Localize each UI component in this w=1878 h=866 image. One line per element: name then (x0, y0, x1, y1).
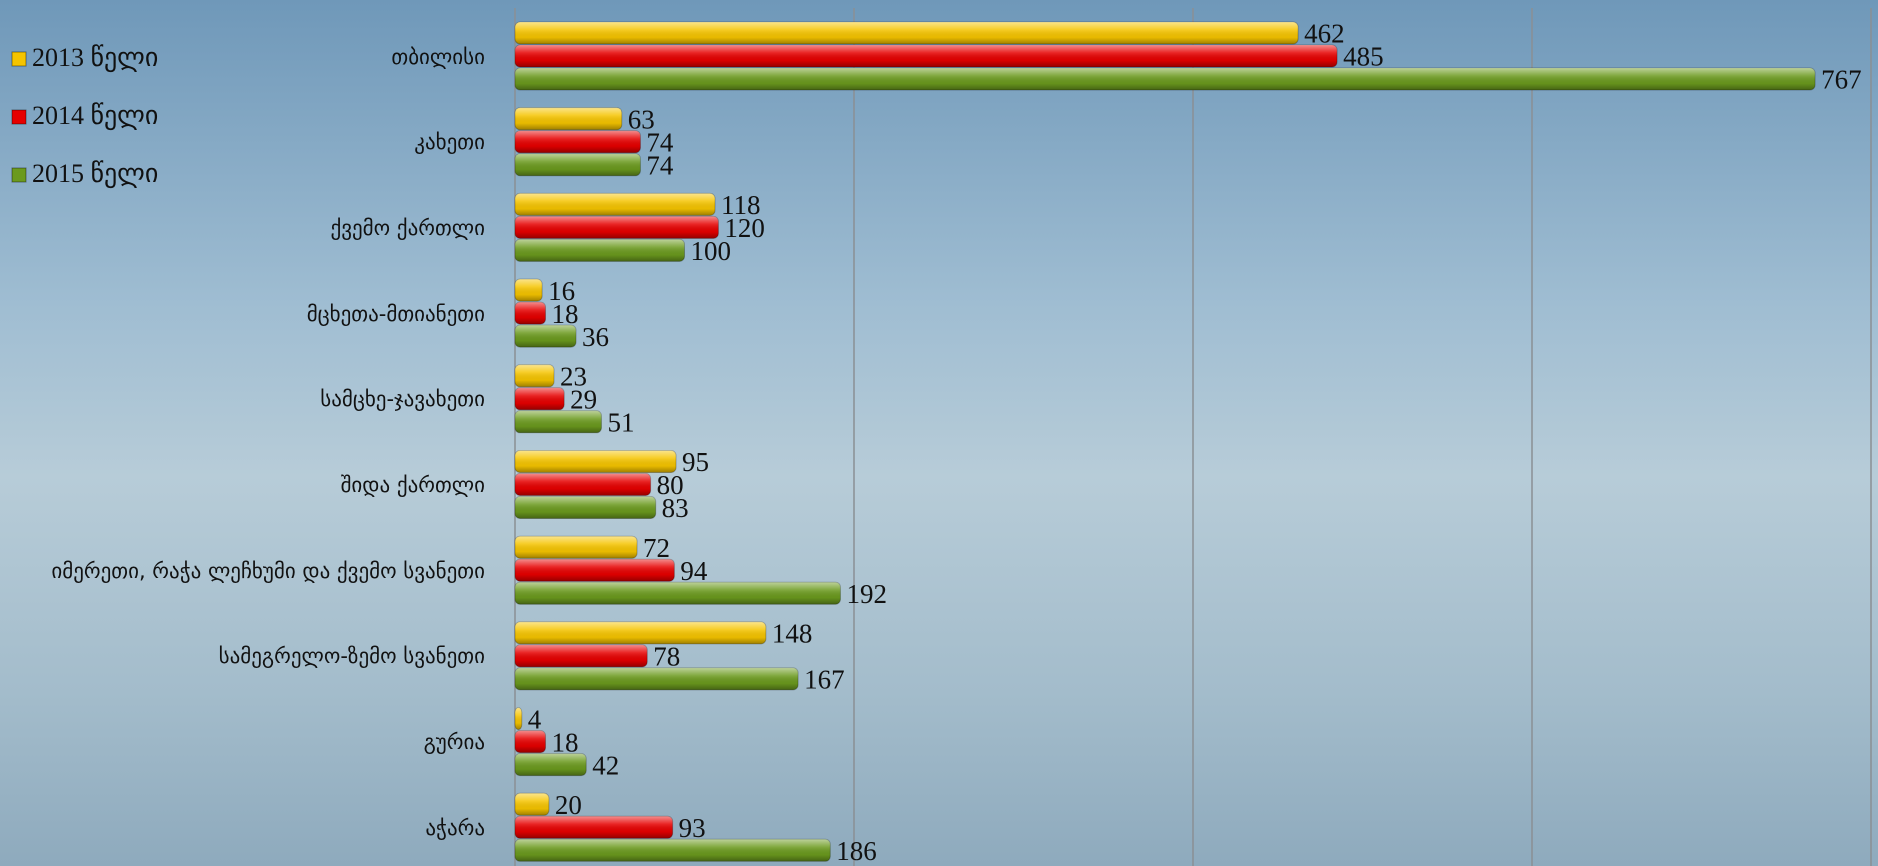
value-label: 167 (804, 665, 845, 695)
bar-shine (515, 279, 543, 302)
category-label: თბილისი (391, 44, 485, 69)
value-label: 120 (724, 213, 765, 243)
category-label: აჭარა (425, 815, 485, 840)
bar-shine (515, 839, 831, 862)
bar-shine (515, 473, 651, 496)
bar-shine (515, 193, 716, 216)
value-label: 63 (628, 104, 655, 134)
value-label: 72 (643, 533, 670, 563)
value-label: 192 (846, 579, 887, 609)
value-label: 94 (680, 556, 708, 586)
legend-label: 2014 წელი (32, 101, 158, 131)
category-label: გურია (423, 730, 485, 755)
value-label: 18 (552, 727, 579, 757)
bar-shine (515, 325, 577, 348)
legend-swatch (11, 109, 27, 125)
value-label: 148 (772, 619, 813, 649)
bar-shine (515, 302, 546, 325)
bar-shine (515, 559, 675, 582)
bar-shine (515, 644, 648, 667)
value-label: 74 (646, 127, 674, 157)
value-label: 4 (528, 704, 542, 734)
legend-swatch (11, 167, 27, 183)
value-label: 16 (548, 276, 575, 306)
bar-shine (515, 582, 841, 605)
bar-shine (515, 450, 677, 473)
value-label: 462 (1304, 19, 1345, 49)
value-label: 767 (1821, 65, 1862, 95)
bar-shine (515, 816, 673, 839)
bar-shine (515, 387, 565, 410)
bar-shine (515, 730, 546, 753)
value-label: 485 (1343, 42, 1384, 72)
bar-shine (515, 130, 641, 153)
bar-shine (515, 239, 685, 262)
bar-shine (515, 410, 602, 433)
category-label: სამეგრელო-ზემო სვანეთი (218, 644, 485, 669)
value-label: 74 (646, 150, 674, 180)
value-label: 100 (691, 236, 732, 266)
bar-shine (515, 153, 641, 176)
value-label: 18 (552, 299, 579, 329)
value-label: 95 (682, 447, 709, 477)
value-label: 51 (607, 408, 634, 438)
bar-shine (515, 45, 1338, 67)
category-label: იმერეთი, რაჭა ლეჩხუმი და ქვემო სვანეთი (51, 558, 485, 583)
bar-shine (515, 667, 799, 690)
bar-shine (515, 707, 522, 730)
value-label: 20 (555, 790, 582, 820)
bar-shine (515, 793, 549, 816)
value-label: 93 (679, 813, 706, 843)
value-label: 23 (560, 362, 587, 392)
value-label: 42 (592, 750, 619, 780)
bar-shine (515, 107, 622, 130)
category-label: სამცხე-ჯავახეთი (320, 387, 485, 412)
value-label: 118 (721, 190, 761, 220)
bar-shine (515, 496, 656, 519)
value-label: 36 (582, 322, 609, 352)
category-label: მცხეთა-მთიანეთი (306, 301, 485, 326)
category-label: შიდა ქართლი (340, 473, 485, 497)
legend-swatch (11, 51, 27, 67)
legend-label: 2013 წელი (32, 43, 158, 73)
bar-shine (515, 68, 1816, 90)
value-label: 80 (657, 470, 684, 500)
bar-shine (515, 536, 638, 559)
bar-shine (515, 753, 587, 776)
legend-label: 2015 წელი (32, 159, 158, 189)
value-label: 78 (653, 642, 680, 672)
value-label: 186 (836, 836, 877, 866)
value-label: 83 (662, 493, 689, 523)
category-label: კახეთი (414, 130, 485, 155)
category-label: ქვემო ქართლი (330, 215, 485, 240)
bar-shine (515, 216, 719, 239)
bar-shine (515, 22, 1299, 44)
value-label: 29 (570, 385, 597, 415)
bar-shine (515, 621, 766, 644)
bar-shine (515, 364, 554, 387)
